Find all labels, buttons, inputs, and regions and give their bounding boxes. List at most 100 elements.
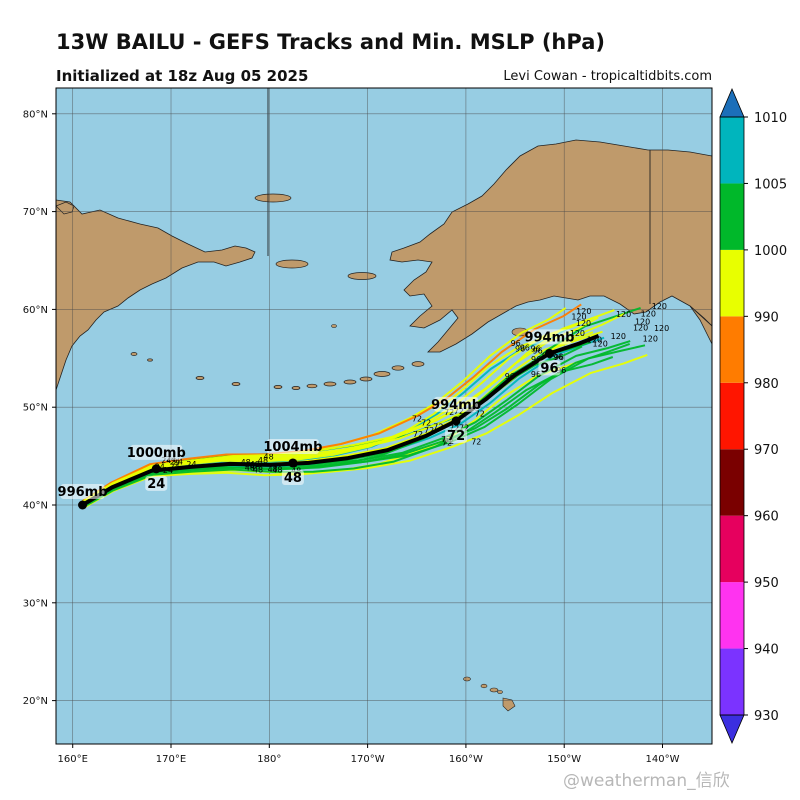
member-hour-label: 72 [412,415,422,424]
pressure-label-bg [434,396,479,412]
member-hour-label: 96 [531,345,541,354]
pressure-label-bg [60,484,105,499]
mean-track-point [544,348,554,358]
colorbar-tick-label: 990 [754,310,779,325]
colorbar-tick-label: 940 [754,643,779,658]
land-pribilof-island [331,324,337,328]
mean-track-point [151,464,161,474]
hour-label-bg [145,475,168,491]
member-hour-label: 72 [433,423,443,432]
pressure-label: 994mb [524,330,574,345]
lon-tick-label: 170°E [156,754,186,765]
pressure-label-bg [130,444,183,460]
author-credit: Levi Cowan - tropicaltidbits.com [503,69,712,84]
member-hour-label: 48 [253,465,263,474]
member-hour-label: 24 [161,456,171,465]
colorbar-band [720,515,744,583]
watermark-text: @weatherman_信欣 [563,771,730,791]
member-hour-label: 48 [272,465,282,474]
colorbar-band [720,183,744,250]
member-hour-label: 48 [264,452,274,461]
colorbar-tick-label: 970 [754,443,779,458]
mean-track-point [451,416,461,426]
member-hour-label: 96 [553,353,563,362]
mean-track [81,333,600,507]
hour-label-bg [445,427,468,443]
member-hour-label: 96 [505,372,515,381]
landmasses [56,88,712,712]
member-hour-label: 96 [554,353,564,362]
lon-tick-label: 140°W [646,754,680,765]
member-hour-label: 72 [421,418,431,427]
colorbar-band [720,316,744,383]
forecast-hour-label: 72 [447,429,465,444]
lon-tick-label: 160°W [449,754,483,765]
hawaiian-islands [463,676,516,712]
member-hour-label: 120 [641,309,656,318]
ensemble-track [81,316,599,504]
member-hour-label: 120 [635,318,650,327]
ensemble-track [81,303,582,502]
member-hour-label: 120 [571,313,586,322]
colorbar-band [720,648,744,715]
colorbar-over-arrow [719,87,745,118]
forecast-hour-label: 96 [540,361,558,376]
land-nunivak-island [347,272,377,280]
member-hour-label: 72 [413,430,423,439]
lat-tick-label: 50°N [23,403,48,414]
colorbar-tick-label: 950 [754,576,779,591]
map-frame [55,87,713,745]
member-hour-label: 72 [471,437,481,446]
mean-track-point [288,458,298,468]
pressure-label: 1004mb [263,440,322,455]
lat-tick-label: 70°N [23,207,48,218]
member-hour-label: 96 [511,339,521,348]
member-hour-label: 48 [258,456,268,465]
colorbar-band [720,449,744,516]
member-hour-label: 120 [611,332,626,341]
ensemble-track [81,328,564,505]
land-st-lawrence-island [275,259,309,269]
lon-tick-label: 160°E [58,754,88,765]
lat-tick-label: 20°N [23,696,48,707]
graticule [56,88,712,744]
pressure-label-bg [266,438,319,454]
member-hour-label: 24 [173,458,183,467]
member-hour-label: 120 [643,335,658,344]
member-hour-label: 96 [531,370,541,379]
member-hour-label: 96 [556,366,566,375]
lat-tick-label: 40°N [23,501,48,512]
ensemble-track [82,356,614,509]
member-hour-label: 72 [444,408,454,417]
colorbar-tick-label: 1000 [754,244,787,259]
pressure-label: 1000mb [127,446,186,461]
member-hour-label: 120 [576,319,591,328]
mean-track-line [81,333,600,507]
colorbar-band [720,582,744,649]
land-alaska [389,139,712,353]
axis-ticks: 20°N 30°N 40°N 50°N 60°N 70°N 80°N 160°E 170°E 18… [23,109,680,765]
member-hour-label: 120 [587,335,602,344]
colorbar-tick-label: 1010 [754,111,787,126]
lon-tick-label: 150°W [547,754,581,765]
init-time-subtitle: Initialized at 18z Aug 05 2025 [56,67,309,85]
member-hour-label: 48 [250,463,260,472]
member-hour-label: 48 [268,465,278,474]
colorbar-band [720,117,744,184]
forecast-hour-label: 48 [284,471,302,486]
member-hour-label: 72 [424,426,434,435]
colorbar: 930 940 950 960 970 980 990 1000 1005 1010 [719,87,787,745]
lat-tick-label: 80°N [23,109,48,120]
member-hour-label: 120 [633,324,648,333]
member-hour-label: 96 [515,344,525,353]
colorbar-tick-label: 980 [754,377,779,392]
member-hour-label: 24 [186,460,196,469]
hour-label-bg [538,360,561,376]
lon-tick-label: 180° [257,754,281,765]
hour-label-bg [281,469,304,485]
member-hour-label: 120 [576,307,591,316]
member-hour-label: 96 [533,347,543,356]
land-wrangel-island [254,193,292,203]
